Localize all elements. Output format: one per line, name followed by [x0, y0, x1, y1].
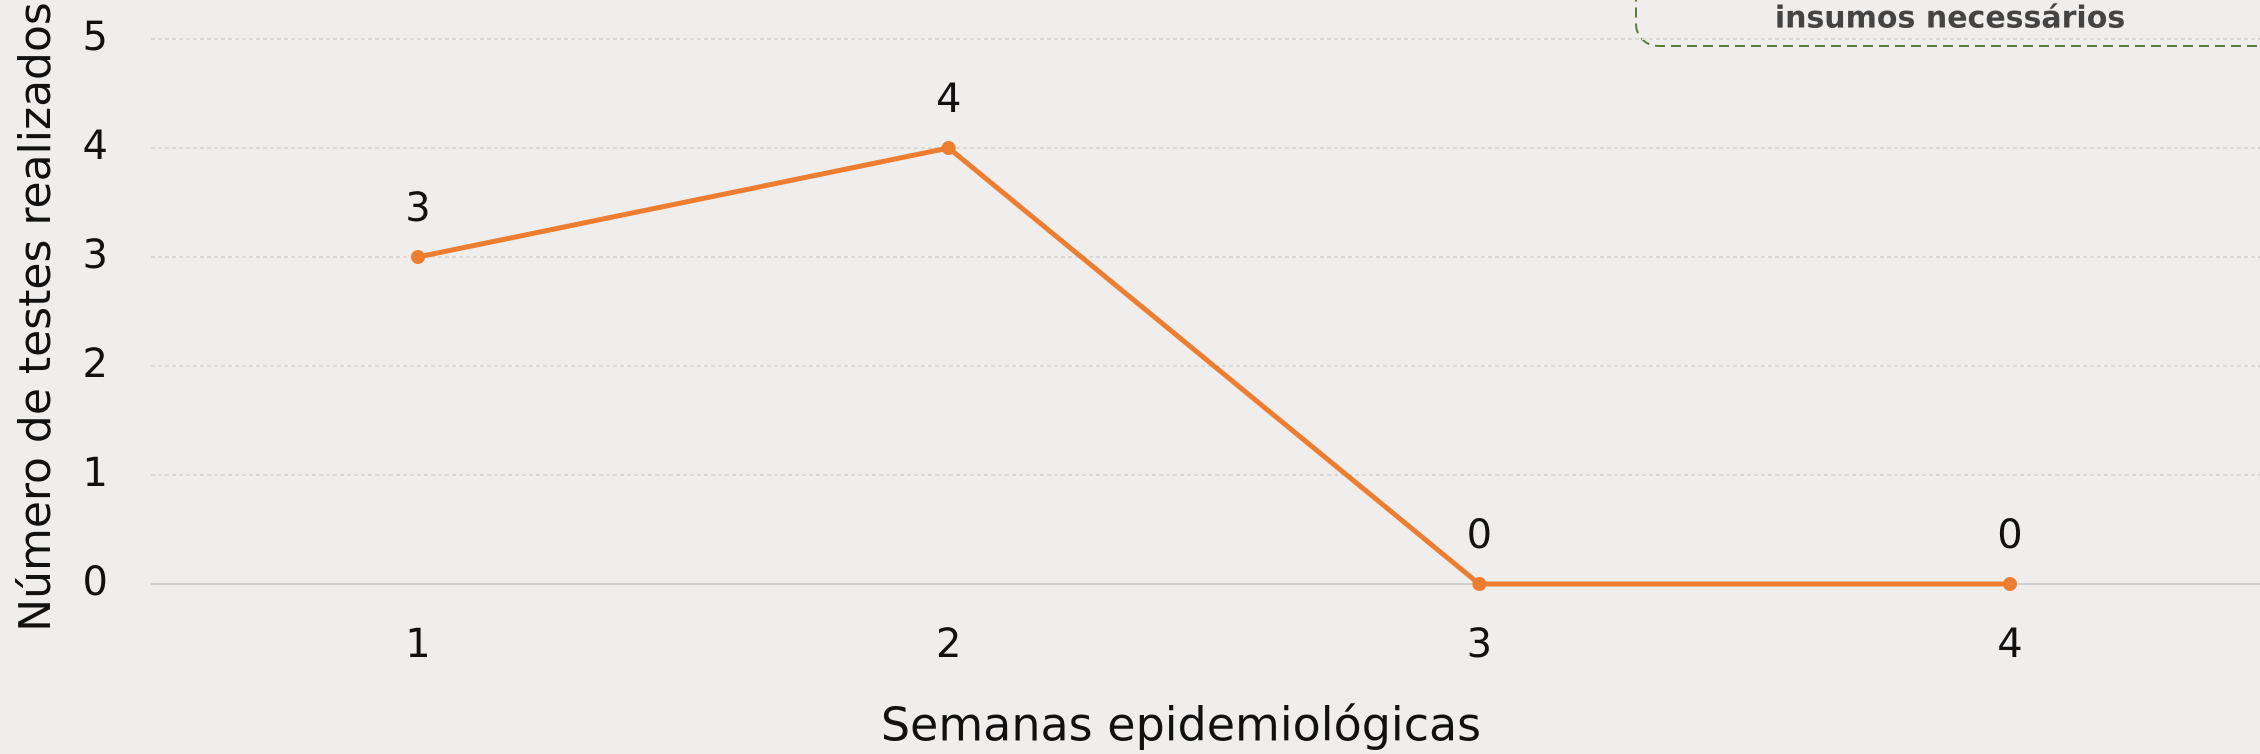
- x-tick-label: 1: [405, 621, 430, 667]
- x-axis-title: Semanas epidemiológicas: [881, 698, 1481, 752]
- data-point: [2003, 577, 2017, 591]
- data-label: 0: [1467, 512, 1492, 558]
- y-tick-label: 1: [83, 450, 108, 496]
- y-tick-label: 5: [83, 14, 108, 60]
- data-line: [417, 145, 2010, 587]
- data-label: 4: [936, 76, 961, 122]
- y-axis-title: Número de testes realizados: [10, 2, 61, 632]
- y-tick-label: 3: [83, 232, 108, 278]
- data-point: [1472, 577, 1487, 591]
- data-label: 0: [1997, 512, 2022, 558]
- annotation: insumos necessários: [1775, 1, 2125, 36]
- x-tick-label: 3: [1467, 621, 1492, 667]
- y-tick-label: 4: [83, 123, 108, 169]
- data-point: [941, 141, 956, 155]
- data-point: [411, 250, 425, 264]
- x-tick-label: 4: [1997, 621, 2022, 667]
- y-tick-label: 0: [83, 559, 108, 605]
- y-tick-label: 2: [83, 341, 108, 387]
- data-label: 3: [405, 185, 430, 231]
- x-tick-label: 2: [936, 621, 961, 667]
- annotation-box: [1635, 0, 2260, 47]
